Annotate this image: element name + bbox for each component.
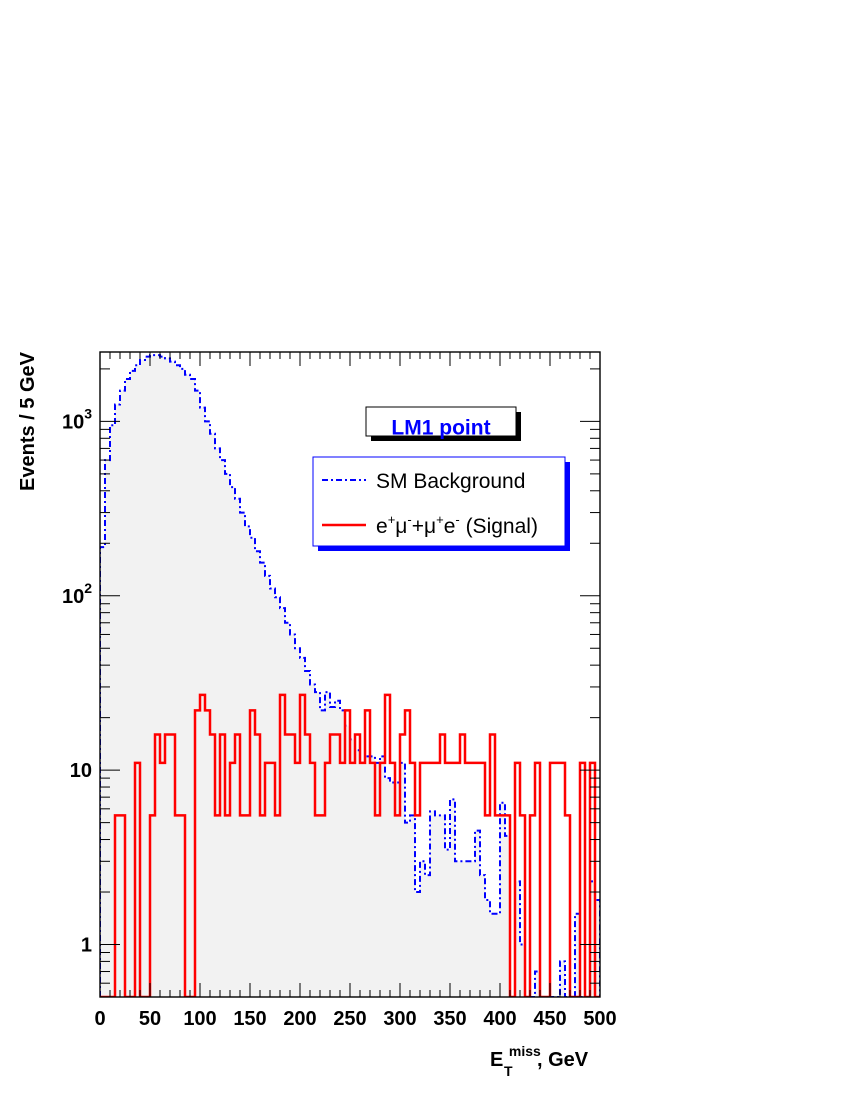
x-tick-label: 200 <box>283 1008 316 1030</box>
x-axis-title-sup: miss <box>509 1043 541 1059</box>
lm1-badge-text: LM1 point <box>391 417 490 440</box>
x-tick-label: 50 <box>139 1008 161 1030</box>
x-tick-label: 400 <box>483 1008 516 1030</box>
legend-label-background: SM Background <box>376 470 525 493</box>
x-tick-label: 500 <box>583 1008 616 1030</box>
x-tick-label: 0 <box>94 1008 105 1030</box>
x-axis-title-main: E <box>490 1049 503 1071</box>
x-tick-label: 250 <box>333 1008 366 1030</box>
legend-label-signal: e+μ-+μ+e- (Signal) <box>376 512 538 538</box>
series-signal-line <box>100 693 600 997</box>
x-axis-title-sub: T <box>504 1063 513 1079</box>
x-tick-label: 100 <box>183 1008 216 1030</box>
y-tick-label: 10 <box>70 760 92 782</box>
x-axis-title-suffix: , GeV <box>537 1049 589 1071</box>
y-tick-label: 102 <box>62 580 92 608</box>
y-tick-label: 103 <box>62 405 92 433</box>
y-axis-title: Events / 5 GeV <box>17 351 39 491</box>
legend: SM Background e+μ-+μ+e- (Signal) <box>312 456 570 551</box>
x-tick-label: 300 <box>383 1008 416 1030</box>
y-tick-label: 1 <box>81 935 92 957</box>
x-tick-label: 450 <box>533 1008 566 1030</box>
lm1-badge: LM1 point <box>365 406 521 441</box>
x-axis-title: E miss T , GeV <box>490 1039 589 1081</box>
x-tick-label: 350 <box>433 1008 466 1030</box>
x-tick-label: 150 <box>233 1008 266 1030</box>
series-background-fill <box>100 355 600 997</box>
series-background-line <box>100 354 600 997</box>
